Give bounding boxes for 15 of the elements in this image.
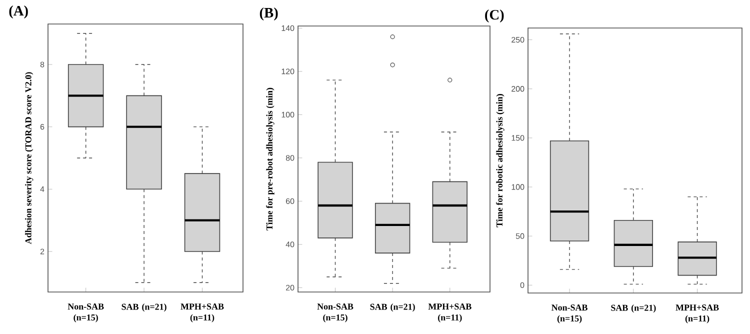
x-tick-label: Non-SAB (n=15): [552, 304, 588, 324]
y-axis-title: Adhesion severity score (TORAD score V2.0): [25, 72, 34, 244]
x-tick-label: SAB (n=21): [370, 304, 415, 312]
y-axis-title: Time for pre-robot adhesiolysis (min): [266, 88, 274, 230]
chart-title: (A): [9, 5, 28, 18]
x-tick-label: Non-SAB (n=15): [68, 304, 104, 322]
x-tick-label: MPH+SAB (n=11): [676, 304, 719, 324]
x-tick-label: SAB (n=21): [611, 304, 656, 313]
chart-title: (B): [260, 7, 278, 20]
x-tick-label: MPH+SAB (n=11): [428, 304, 472, 322]
x-tick-label: MPH+SAB (n=11): [180, 304, 224, 322]
x-tick-label: SAB (n=21): [122, 304, 166, 312]
y-axis-title: Time for robotic adhesiolysis (min): [496, 94, 504, 228]
chart-title: (C): [485, 9, 504, 22]
x-tick-label: Non-SAB (n=15): [317, 304, 354, 322]
